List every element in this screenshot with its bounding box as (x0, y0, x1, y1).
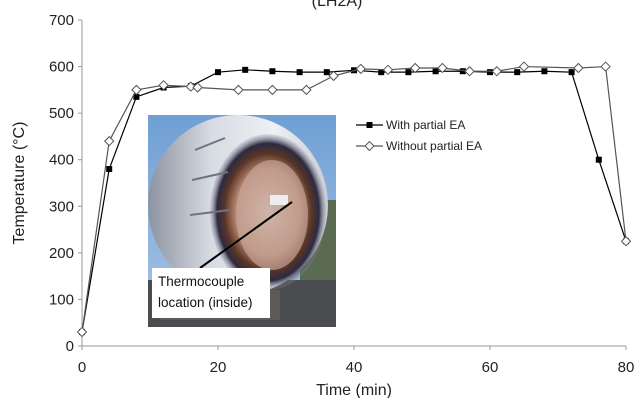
data-point (103, 135, 115, 147)
y-tick-label: 400 (49, 152, 74, 169)
data-point (405, 69, 412, 76)
y-tick-label: 500 (49, 105, 74, 122)
legend-marker-with (366, 122, 373, 128)
data-point (296, 69, 303, 76)
y-tick-label: 0 (66, 338, 74, 355)
data-point (487, 69, 493, 76)
data-point (328, 70, 339, 82)
chart-title-partial: (LH2A) (312, 0, 363, 10)
data-point (514, 69, 521, 76)
data-point (269, 68, 276, 75)
legend-label-without: Without partial EA (386, 139, 482, 153)
y-tick-label: 600 (49, 59, 74, 76)
data-point (215, 69, 221, 76)
x-tick-label: 20 (210, 359, 227, 376)
y-axis-title: Temperature (°C) (11, 122, 28, 245)
data-point (323, 69, 330, 76)
legend-marker-without (364, 140, 375, 152)
y-tick-label: 300 (49, 198, 74, 215)
y-tick-label: 200 (49, 245, 74, 262)
series-without-partial-ea (76, 61, 632, 338)
data-point (600, 61, 611, 72)
data-point (437, 62, 448, 74)
annotation-line-2: location (inside) (158, 295, 253, 310)
data-point (301, 84, 312, 96)
tank-photo: Thermocouple location (inside) (148, 115, 336, 327)
data-point (233, 84, 244, 96)
series-layer (76, 61, 632, 338)
x-tick-label: 80 (618, 359, 635, 376)
x-tick-label: 60 (482, 359, 499, 376)
data-point (185, 81, 197, 92)
data-point (595, 156, 602, 163)
data-point (133, 93, 140, 100)
data-point (131, 84, 142, 96)
data-point (432, 68, 439, 75)
data-point (378, 69, 385, 76)
legend: With partial EA Without partial EA (356, 118, 482, 153)
data-point (192, 82, 203, 93)
data-point (491, 66, 503, 77)
annotation-pointer-line (199, 201, 293, 269)
x-tick-label: 40 (346, 359, 363, 376)
data-point (106, 166, 113, 173)
data-point (568, 69, 575, 76)
annotation-line-1: Thermocouple (158, 274, 244, 289)
data-point (464, 66, 475, 77)
y-tick-label: 100 (49, 291, 74, 308)
data-point (573, 62, 584, 74)
data-point (355, 63, 367, 75)
data-point (242, 66, 249, 73)
data-point (518, 61, 530, 72)
x-tick-label: 0 (78, 359, 86, 376)
data-point (620, 236, 632, 247)
data-point (541, 68, 548, 75)
data-point (267, 84, 278, 96)
data-point (158, 79, 169, 91)
legend-label-with: With partial EA (386, 118, 465, 132)
data-point (459, 68, 466, 75)
data-point (382, 64, 394, 76)
data-point (76, 326, 88, 338)
y-tick-label: 700 (49, 12, 74, 29)
x-axis-title: Time (min) (316, 382, 392, 398)
ticks: 0 20 40 60 80 0 100 200 300 400 500 600 700 (49, 12, 634, 376)
data-point (409, 62, 421, 74)
